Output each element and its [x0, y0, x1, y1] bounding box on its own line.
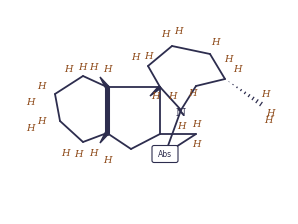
Text: H: H — [151, 91, 159, 101]
Text: H: H — [89, 62, 97, 71]
Text: H: H — [188, 88, 196, 97]
FancyBboxPatch shape — [152, 146, 178, 162]
Polygon shape — [150, 86, 161, 96]
Text: H: H — [168, 91, 176, 101]
Text: H: H — [261, 90, 269, 99]
Text: H: H — [177, 121, 185, 131]
Text: H: H — [144, 52, 152, 60]
Text: N: N — [176, 106, 186, 118]
Text: H: H — [61, 149, 69, 157]
Text: H: H — [78, 62, 86, 71]
Text: H: H — [174, 26, 182, 35]
Text: H: H — [161, 30, 169, 39]
Text: H: H — [26, 123, 34, 133]
Text: H: H — [192, 140, 200, 149]
Text: H: H — [211, 37, 219, 47]
Text: H: H — [89, 149, 97, 157]
Text: H: H — [131, 52, 139, 62]
Text: H: H — [37, 116, 45, 125]
Text: H: H — [74, 149, 82, 159]
Polygon shape — [100, 77, 108, 88]
Text: H: H — [26, 97, 34, 106]
Polygon shape — [100, 132, 108, 143]
Text: H: H — [192, 119, 200, 129]
Text: H: H — [103, 155, 111, 164]
Text: H: H — [264, 116, 272, 125]
Text: H: H — [266, 108, 274, 118]
Text: H: H — [224, 54, 232, 63]
Text: H: H — [64, 65, 72, 73]
Text: H: H — [103, 65, 111, 73]
Text: Abs: Abs — [158, 149, 172, 159]
Text: H: H — [233, 65, 241, 73]
Text: H: H — [37, 82, 45, 90]
